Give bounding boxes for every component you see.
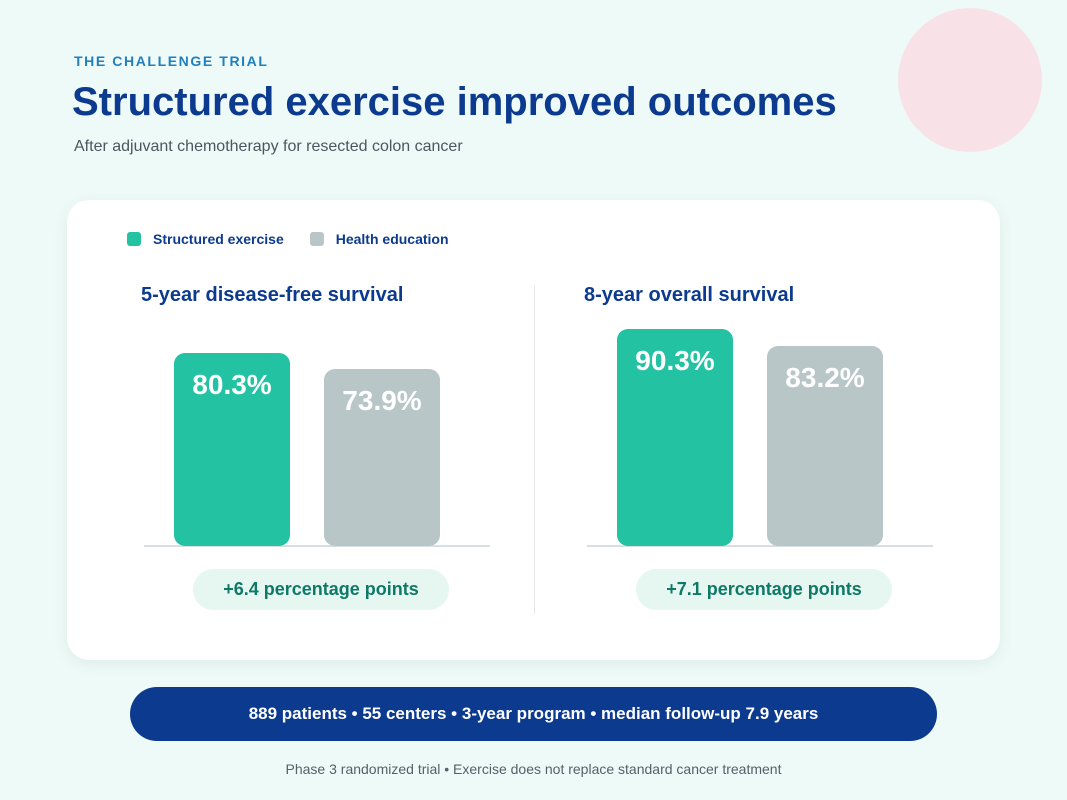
legend-label-education: Health education — [335, 231, 449, 247]
eyebrow-label: THE CHALLENGE TRIAL — [74, 53, 269, 69]
bar-health-education: 73.9% — [324, 369, 440, 546]
footnote: Phase 3 randomized trial • Exercise does… — [285, 761, 782, 777]
legend-swatch-education — [309, 232, 324, 246]
legend-item-education: Health education — [309, 231, 449, 247]
bar-value-label: 83.2% — [785, 362, 865, 393]
bar-health-education: 83.2% — [767, 346, 883, 546]
legend-item-exercise: Structured exercise — [127, 231, 284, 247]
chart-panel-disease-free-survival: 5-year disease-free survival +6.4 percen… — [141, 200, 571, 660]
chart-baseline — [144, 545, 490, 547]
bar-value-label: 80.3% — [192, 369, 272, 400]
difference-badge: +7.1 percentage points — [636, 569, 892, 610]
decorative-circle — [898, 8, 1042, 152]
chart-baseline — [587, 545, 933, 547]
trial-stats-banner: 889 patients • 55 centers • 3-year progr… — [130, 687, 937, 741]
legend-swatch-exercise — [127, 232, 141, 246]
legend-label-exercise: Structured exercise — [153, 231, 284, 247]
difference-badge: +6.4 percentage points — [193, 569, 449, 610]
chart-panel-overall-survival: 8-year overall survival +7.1 percentage … — [584, 200, 1014, 660]
chart-title: 5-year disease-free survival — [141, 284, 404, 306]
bar-structured-exercise: 80.3% — [174, 353, 290, 546]
bar-value-label: 73.9% — [342, 385, 422, 416]
page-title: Structured exercise improved outcomes — [72, 80, 837, 124]
chart-card: Structured exercise Health education 5-y… — [67, 200, 1000, 660]
bar-value-label: 90.3% — [635, 345, 715, 376]
chart-title: 8-year overall survival — [584, 284, 795, 306]
page-subtitle: After adjuvant chemotherapy for resected… — [74, 138, 463, 155]
chart-legend: Structured exercise Health education — [127, 231, 475, 247]
bar-structured-exercise: 90.3% — [617, 329, 733, 546]
panel-divider — [534, 286, 535, 614]
